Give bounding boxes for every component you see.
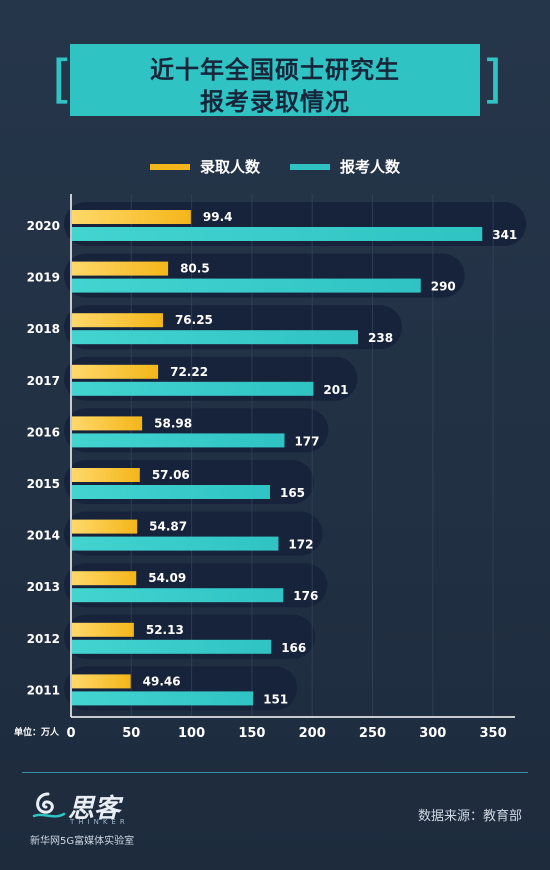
left-bracket-decoration: [	[52, 50, 73, 110]
legend-item-admitted: 录取人数	[150, 156, 260, 177]
legend-item-applicants: 报考人数	[290, 156, 400, 177]
bar-admitted	[72, 261, 169, 276]
data-label-applicants: 166	[281, 641, 306, 655]
data-label-applicants: 341	[492, 228, 517, 242]
title-banner	[70, 44, 480, 116]
bar-admitted	[72, 571, 137, 586]
bar-admitted	[72, 416, 143, 431]
right-bracket-decoration: ]	[482, 50, 503, 110]
logo-subtext: THINKER	[70, 818, 129, 826]
legend-label-admitted: 录取人数	[200, 158, 261, 176]
footer-divider	[22, 772, 528, 773]
data-label-admitted: 54.09	[148, 571, 186, 585]
bar-admitted	[72, 313, 163, 328]
data-label-admitted: 54.87	[149, 520, 187, 534]
category-label: 2018	[27, 322, 60, 336]
data-label-applicants: 165	[280, 486, 305, 500]
data-label-admitted: 52.13	[146, 623, 184, 637]
bar-applicants	[72, 381, 314, 396]
footer-org: 新华网5G富媒体实验室	[30, 836, 135, 847]
data-label-applicants: 177	[294, 434, 319, 448]
data-label-applicants: 172	[288, 538, 313, 552]
bar-applicants	[72, 485, 270, 499]
data-source: 数据来源：教育部	[417, 809, 522, 824]
category-label: 2015	[27, 477, 60, 491]
x-tick-label: 350	[480, 726, 507, 741]
x-tick-label: 100	[178, 726, 205, 741]
data-label-admitted: 72.22	[170, 365, 208, 379]
data-label-admitted: 80.5	[180, 262, 210, 276]
data-label-applicants: 151	[263, 692, 288, 706]
x-tick-label: 200	[299, 726, 326, 741]
category-label: 2012	[27, 632, 60, 646]
category-label: 2016	[27, 425, 60, 439]
category-label: 2014	[27, 529, 60, 543]
bar-applicants	[72, 330, 359, 345]
category-label: 2013	[27, 580, 60, 594]
legend-label-applicants: 报考人数	[340, 158, 401, 176]
bar-applicants	[72, 588, 284, 603]
bar-applicants	[72, 639, 272, 654]
bar-admitted	[72, 364, 159, 379]
chart-title-line-2: 报考录取情况	[200, 88, 350, 116]
category-label: 2019	[27, 271, 60, 285]
data-label-applicants: 290	[431, 280, 456, 294]
bar-applicants	[72, 433, 285, 448]
legend-swatch-admitted	[150, 163, 190, 170]
data-label-admitted: 76.25	[175, 313, 213, 327]
category-label: 2017	[27, 374, 60, 388]
data-label-admitted: 49.46	[143, 674, 181, 688]
chart-title-line-1: 近十年全国硕士研究生	[150, 56, 400, 84]
category-label: 2011	[27, 683, 60, 697]
legend-swatch-applicants	[290, 163, 330, 170]
bar-admitted	[72, 622, 134, 637]
data-label-applicants: 201	[323, 383, 348, 397]
logo-text: 思客	[68, 794, 121, 824]
data-label-admitted: 57.06	[152, 468, 190, 482]
bar-admitted	[72, 674, 131, 689]
legend: 录取人数 报考人数	[0, 152, 550, 182]
x-tick-label: 300	[419, 726, 446, 741]
category-label: 2020	[27, 219, 60, 233]
bar-applicants	[72, 536, 279, 551]
bar-applicants	[72, 227, 483, 241]
unit-label: 单位：万人	[14, 726, 60, 738]
bar-admitted	[72, 468, 140, 482]
x-tick-label: 0	[66, 726, 75, 741]
bar-chart: 2020 99.4 341 2019 80.5 290 2018 76.25 238 2017 72…	[14, 194, 527, 741]
bar-applicants	[72, 278, 421, 293]
data-label-admitted: 58.98	[154, 416, 192, 430]
data-label-admitted: 99.4	[203, 210, 233, 224]
bar-admitted	[72, 519, 138, 534]
x-tick-label: 50	[122, 726, 140, 741]
x-tick-label: 150	[238, 726, 265, 741]
bar-admitted	[72, 210, 191, 224]
x-tick-label: 250	[359, 726, 386, 741]
bar-applicants	[72, 691, 254, 706]
data-label-applicants: 238	[368, 331, 393, 345]
data-label-applicants: 176	[293, 589, 318, 603]
thinker-logo-icon	[32, 792, 66, 818]
